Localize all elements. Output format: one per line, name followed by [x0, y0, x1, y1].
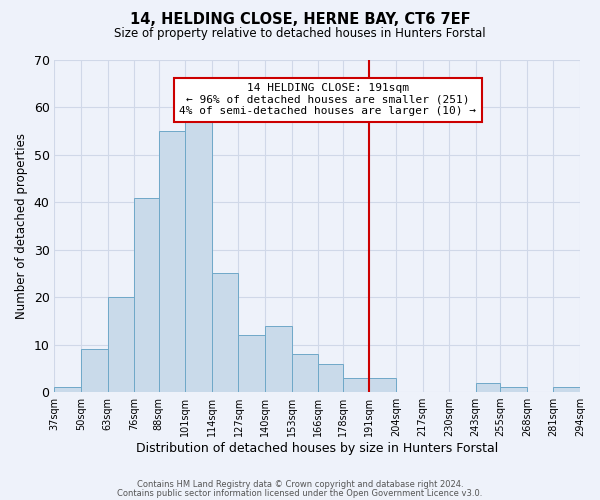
Bar [318, 364, 343, 392]
Bar [500, 388, 527, 392]
Bar [159, 131, 185, 392]
Bar [476, 382, 500, 392]
Y-axis label: Number of detached properties: Number of detached properties [15, 133, 28, 319]
Text: 14, HELDING CLOSE, HERNE BAY, CT6 7EF: 14, HELDING CLOSE, HERNE BAY, CT6 7EF [130, 12, 470, 28]
Bar [55, 388, 81, 392]
Bar [107, 297, 134, 392]
Bar [81, 350, 107, 392]
Text: Contains HM Land Registry data © Crown copyright and database right 2024.: Contains HM Land Registry data © Crown c… [137, 480, 463, 489]
Bar [343, 378, 370, 392]
Bar [238, 335, 265, 392]
Bar [292, 354, 318, 392]
Bar [553, 388, 580, 392]
Bar [265, 326, 292, 392]
Bar [185, 117, 212, 392]
Text: Contains public sector information licensed under the Open Government Licence v3: Contains public sector information licen… [118, 488, 482, 498]
Bar [370, 378, 396, 392]
Bar [134, 198, 159, 392]
Bar [212, 274, 238, 392]
Text: 14 HELDING CLOSE: 191sqm
← 96% of detached houses are smaller (251)
4% of semi-d: 14 HELDING CLOSE: 191sqm ← 96% of detach… [179, 83, 476, 116]
Text: Size of property relative to detached houses in Hunters Forstal: Size of property relative to detached ho… [114, 28, 486, 40]
X-axis label: Distribution of detached houses by size in Hunters Forstal: Distribution of detached houses by size … [136, 442, 499, 455]
